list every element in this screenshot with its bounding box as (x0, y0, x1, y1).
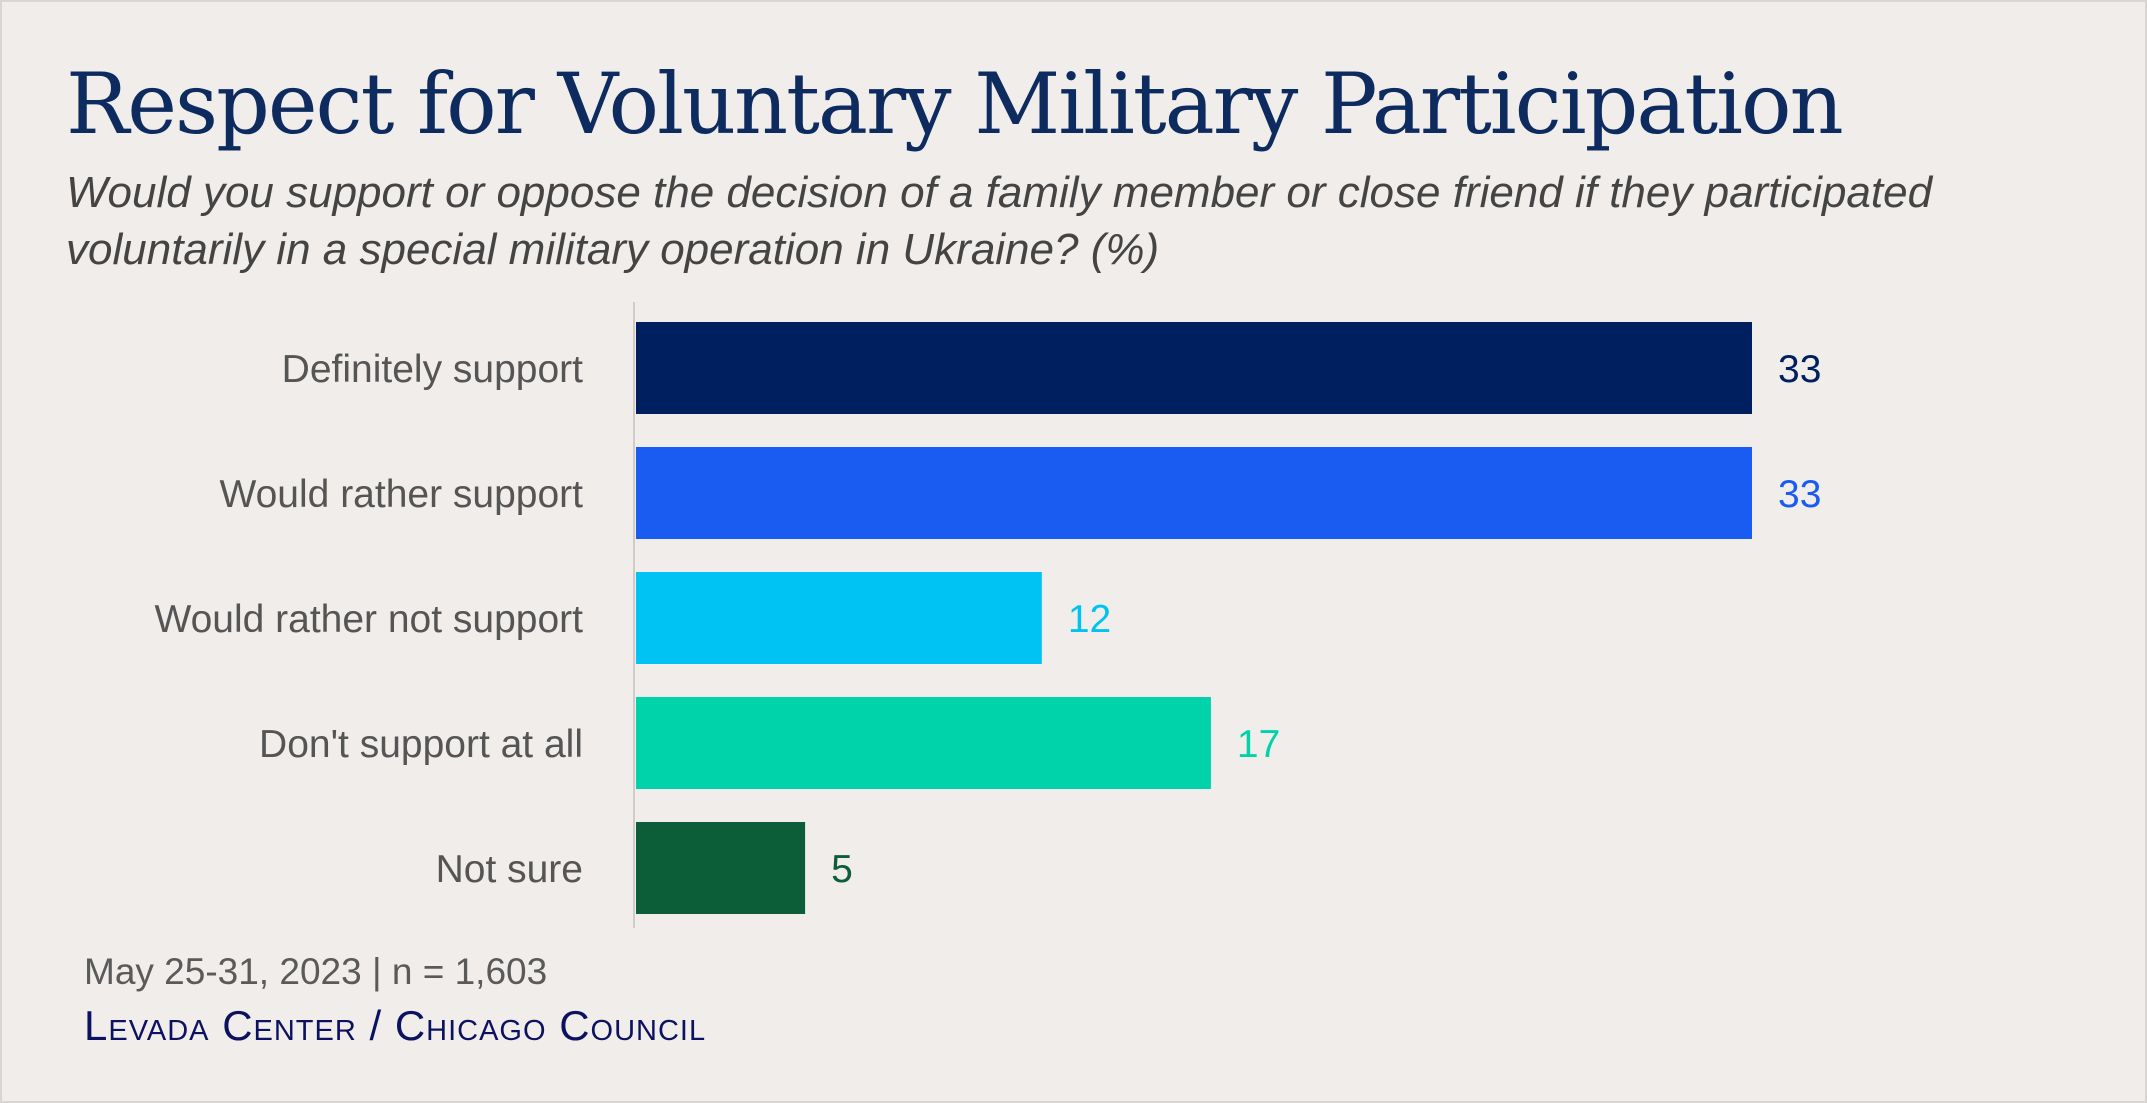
source-credit: Levada Center / Chicago Council (84, 1002, 707, 1049)
chart-subtitle: Would you support or oppose the decision… (66, 168, 1933, 274)
value-label: 33 (1778, 348, 1821, 391)
value-label: 12 (1068, 598, 1111, 641)
bar (636, 572, 1042, 664)
survey-note: May 25-31, 2023 | n = 1,603 (84, 951, 548, 992)
bar-chart: Definitely support 33 Would rather support… (154, 302, 1821, 928)
category-label: Don't support at all (259, 723, 583, 766)
value-label: 33 (1778, 473, 1821, 516)
bar (636, 697, 1211, 789)
chart-title: Respect for Voluntary Military Participa… (66, 55, 1844, 153)
value-label: 17 (1237, 723, 1280, 766)
category-label: Would rather not support (154, 598, 583, 641)
category-label: Not sure (436, 848, 583, 891)
category-label: Would rather support (220, 473, 584, 516)
bar (636, 322, 1752, 414)
category-label: Definitely support (282, 348, 583, 391)
value-label: 5 (831, 848, 853, 891)
bar (636, 447, 1752, 539)
bar (636, 822, 806, 914)
